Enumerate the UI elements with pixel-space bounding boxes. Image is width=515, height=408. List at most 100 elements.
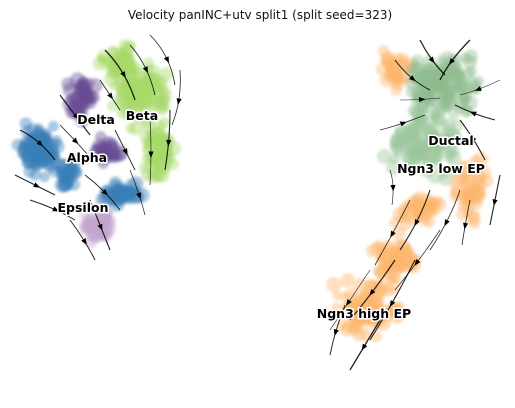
cell-point bbox=[372, 286, 387, 301]
streamline bbox=[149, 119, 152, 186]
cell-point bbox=[385, 301, 402, 317]
cell-point bbox=[401, 144, 412, 156]
streamline-arrowhead bbox=[409, 75, 416, 82]
streamline bbox=[164, 109, 171, 171]
cell-point bbox=[132, 112, 145, 125]
streamline-arrowhead bbox=[463, 222, 469, 230]
cell-point bbox=[465, 65, 477, 77]
cell-point bbox=[70, 166, 82, 179]
cell-point bbox=[395, 260, 408, 273]
cell-point bbox=[473, 151, 489, 168]
cell-point bbox=[405, 86, 418, 98]
cell-point bbox=[435, 119, 451, 135]
label-epsilon: Epsilon bbox=[58, 200, 109, 215]
cell-point bbox=[390, 83, 403, 96]
cell-point bbox=[463, 171, 476, 184]
streamline bbox=[374, 199, 411, 266]
cell-point bbox=[383, 72, 395, 83]
streamline bbox=[399, 189, 431, 251]
cell-point bbox=[39, 171, 50, 183]
cell-point bbox=[348, 320, 362, 334]
streamline-arrowhead bbox=[97, 223, 103, 231]
cell-point bbox=[93, 142, 104, 153]
cell-point bbox=[438, 171, 454, 186]
streamline bbox=[394, 229, 441, 291]
cell-point bbox=[401, 134, 412, 145]
cell-point bbox=[473, 75, 484, 87]
cell-point bbox=[119, 45, 133, 58]
cell-point bbox=[126, 191, 139, 204]
cell-point bbox=[405, 122, 420, 138]
cell-point bbox=[385, 159, 402, 175]
streamline-arrowhead bbox=[36, 140, 44, 147]
streamline-arrowhead bbox=[148, 151, 154, 158]
streamline-arrowhead bbox=[390, 184, 396, 192]
streamline-arrowhead bbox=[333, 328, 339, 336]
cell-point bbox=[410, 106, 424, 120]
label-ngn3-low-ep: Ngn3 low EP bbox=[397, 161, 485, 176]
cell-point bbox=[427, 203, 442, 217]
cell-point bbox=[412, 208, 424, 220]
cell-point bbox=[466, 211, 481, 226]
streamline-arrowhead bbox=[474, 86, 482, 91]
cell-point bbox=[389, 217, 401, 228]
cell-point bbox=[40, 145, 52, 158]
cell-point bbox=[124, 66, 135, 77]
cell-point bbox=[359, 313, 370, 325]
streamline-arrowhead bbox=[163, 56, 169, 64]
cell-point bbox=[159, 101, 170, 112]
cell-point bbox=[50, 135, 62, 147]
cell-point bbox=[48, 163, 62, 178]
cell-point bbox=[443, 149, 457, 163]
cell-point bbox=[376, 149, 392, 164]
cell-point bbox=[21, 125, 35, 139]
label-ductal: Ductal bbox=[428, 133, 473, 148]
streamline-arrowhead bbox=[414, 219, 420, 227]
cell-point bbox=[382, 54, 397, 70]
cell-point bbox=[402, 158, 416, 172]
streamline bbox=[429, 189, 461, 251]
streamline-arrowhead bbox=[33, 182, 41, 188]
cell-point bbox=[158, 85, 170, 97]
cell-point bbox=[78, 91, 90, 103]
cell-point bbox=[137, 95, 151, 109]
cell-point bbox=[376, 252, 387, 263]
streamline-arrowhead bbox=[101, 189, 108, 196]
streamline-arrowhead bbox=[81, 238, 87, 245]
streamline bbox=[329, 269, 371, 331]
cell-point bbox=[94, 131, 107, 143]
cell-point bbox=[423, 215, 436, 228]
streamline-arrowhead bbox=[142, 66, 148, 74]
cell-point bbox=[17, 145, 31, 160]
cell-point bbox=[423, 126, 439, 142]
cell-point bbox=[106, 100, 118, 112]
streamline-arrowhead bbox=[414, 259, 421, 266]
streamline-arrowhead bbox=[52, 206, 60, 212]
cell-point bbox=[474, 173, 486, 184]
label-delta: Delta bbox=[77, 112, 115, 127]
streamline-arrowhead bbox=[469, 111, 477, 117]
streamline bbox=[349, 259, 396, 321]
cell-point bbox=[331, 302, 343, 314]
streamline-arrowhead bbox=[120, 71, 126, 79]
cell-point bbox=[452, 78, 466, 92]
streamline-arrowhead bbox=[444, 219, 450, 227]
cell-point bbox=[106, 139, 118, 151]
cell-point bbox=[158, 67, 174, 82]
streamline-arrowhead bbox=[418, 96, 426, 103]
cell-point bbox=[154, 153, 168, 167]
cell-point bbox=[444, 89, 456, 100]
cell-point bbox=[419, 68, 433, 82]
streamline-arrowhead bbox=[122, 148, 128, 156]
cell-point bbox=[332, 290, 343, 301]
streamline-arrowhead bbox=[346, 299, 352, 306]
cell-point bbox=[340, 273, 356, 288]
chart-title: Velocity panINC+utv split1 (split seed=3… bbox=[128, 8, 392, 22]
cell-point bbox=[384, 279, 400, 295]
streamline-arrowhead bbox=[369, 289, 376, 296]
streamline-arrowhead bbox=[71, 137, 79, 145]
cell-point bbox=[92, 55, 108, 71]
cell-point bbox=[125, 122, 137, 134]
label-ngn3-high-ep: Ngn3 high EP bbox=[317, 306, 411, 321]
streamline-arrowhead bbox=[136, 192, 142, 200]
